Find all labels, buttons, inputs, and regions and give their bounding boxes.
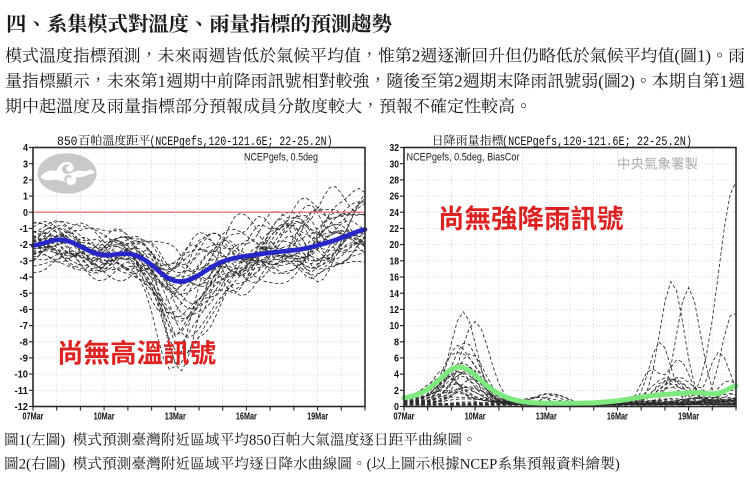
svg-text:19Mar: 19Mar <box>678 410 699 422</box>
svg-text:1: 1 <box>23 192 28 203</box>
svg-text:-10: -10 <box>15 370 29 381</box>
svg-text:6: 6 <box>394 354 399 365</box>
svg-text:20: 20 <box>390 240 400 251</box>
svg-text:-11: -11 <box>15 386 29 397</box>
svg-text:-8: -8 <box>20 337 29 348</box>
svg-text:-3: -3 <box>20 256 29 267</box>
svg-text:2: 2 <box>23 176 28 187</box>
svg-text:-12: -12 <box>15 402 29 413</box>
svg-text:-7: -7 <box>20 321 29 332</box>
svg-text:2: 2 <box>394 386 399 397</box>
svg-text:16Mar: 16Mar <box>607 410 628 422</box>
svg-text:10: 10 <box>390 321 400 332</box>
svg-text:19Mar: 19Mar <box>307 410 328 422</box>
svg-text:10Mar: 10Mar <box>465 410 486 422</box>
svg-text:07Mar: 07Mar <box>394 410 415 422</box>
svg-text:-2: -2 <box>20 240 29 251</box>
svg-text:07Mar: 07Mar <box>23 410 44 422</box>
svg-text:32: 32 <box>390 143 400 154</box>
svg-text:18: 18 <box>390 256 400 267</box>
svg-text:13Mar: 13Mar <box>536 410 557 422</box>
svg-text:16Mar: 16Mar <box>236 410 257 422</box>
svg-text:-9: -9 <box>20 354 29 365</box>
svg-text:NCEPgefs, 0.5deg, BiasCor: NCEPgefs, 0.5deg, BiasCor <box>407 152 520 164</box>
svg-text:(NCEPgefs,120-121.6E; 22-25.2N: (NCEPgefs,120-121.6E; 22-25.2N) <box>502 135 692 149</box>
svg-text:-1: -1 <box>20 224 29 235</box>
svg-text:850: 850 <box>57 135 78 149</box>
svg-text:13Mar: 13Mar <box>165 410 186 422</box>
svg-text:28: 28 <box>390 176 400 187</box>
svg-text:-6: -6 <box>20 305 29 316</box>
svg-text:26: 26 <box>390 192 400 203</box>
svg-text:0: 0 <box>394 402 399 413</box>
svg-text:4: 4 <box>394 370 399 381</box>
svg-text:3: 3 <box>23 159 28 170</box>
svg-text:0: 0 <box>23 208 28 219</box>
svg-text:16: 16 <box>390 273 400 284</box>
svg-text:30: 30 <box>390 159 400 170</box>
svg-text:(NCEPgefs,120-121.6E; 22-25.2N: (NCEPgefs,120-121.6E; 22-25.2N) <box>150 135 333 149</box>
svg-text:8: 8 <box>394 337 399 348</box>
svg-text:10Mar: 10Mar <box>94 410 115 422</box>
svg-text:22: 22 <box>390 224 400 235</box>
svg-text:-4: -4 <box>20 273 29 284</box>
svg-text:NCEPgefs, 0.5deg: NCEPgefs, 0.5deg <box>244 152 318 164</box>
svg-text:12: 12 <box>390 305 400 316</box>
svg-text:4: 4 <box>23 143 28 154</box>
svg-text:14: 14 <box>390 289 400 300</box>
svg-text:-5: -5 <box>20 289 29 300</box>
svg-text:24: 24 <box>390 208 400 219</box>
